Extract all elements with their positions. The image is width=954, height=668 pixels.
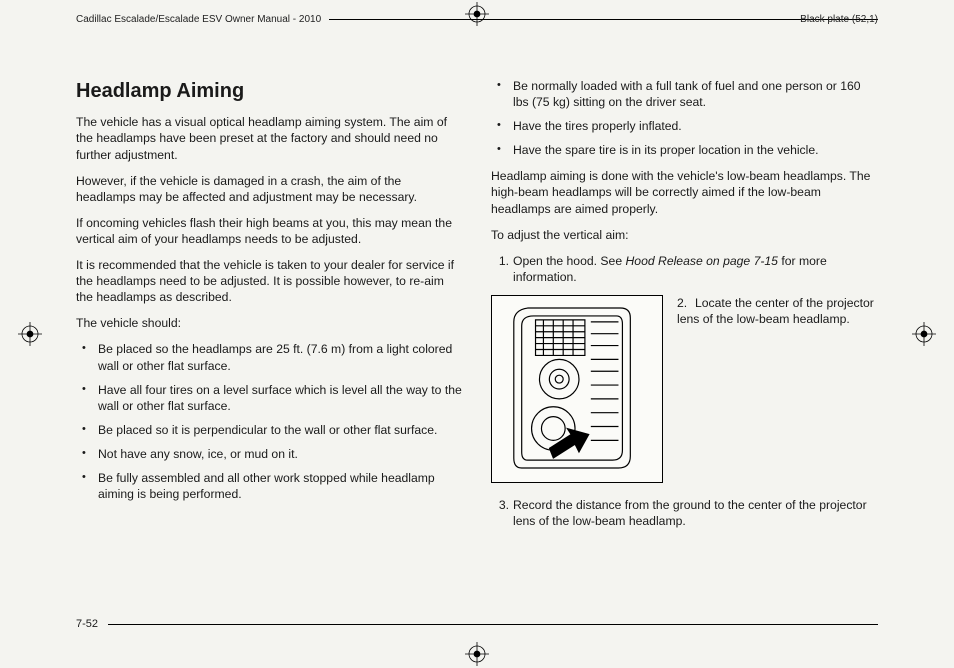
right-column: Be normally loaded with a full tank of f… bbox=[491, 78, 878, 604]
manual-title: Cadillac Escalade/Escalade ESV Owner Man… bbox=[76, 14, 321, 25]
page-body: Headlamp Aiming The vehicle has a visual… bbox=[76, 78, 878, 604]
list-item: Be fully assembled and all other work st… bbox=[98, 470, 463, 502]
step-number: 1. bbox=[491, 253, 509, 269]
section-heading: Headlamp Aiming bbox=[76, 78, 463, 104]
paragraph: Headlamp aiming is done with the vehicle… bbox=[491, 168, 878, 216]
page-header: Cadillac Escalade/Escalade ESV Owner Man… bbox=[76, 14, 878, 25]
paragraph: To adjust the vertical aim: bbox=[491, 227, 878, 243]
paragraph: The vehicle should: bbox=[76, 315, 463, 331]
figure-row: 2.Locate the center of the projector len… bbox=[491, 295, 878, 483]
paragraph: The vehicle has a visual optical headlam… bbox=[76, 114, 463, 162]
step-2-caption: 2.Locate the center of the projector len… bbox=[677, 295, 878, 327]
left-column: Headlamp Aiming The vehicle has a visual… bbox=[76, 78, 463, 604]
list-item: Be placed so the headlamps are 25 ft. (7… bbox=[98, 341, 463, 373]
crop-mark-bottom bbox=[465, 642, 489, 666]
footer-rule bbox=[108, 624, 878, 625]
requirements-list: Be placed so the headlamps are 25 ft. (7… bbox=[76, 341, 463, 502]
steps-list-cont: 3. Record the distance from the ground t… bbox=[491, 497, 878, 529]
step-text-pre: Open the hood. See bbox=[513, 254, 626, 268]
page-number: 7-52 bbox=[76, 618, 108, 630]
step-text: Locate the center of the projector lens … bbox=[677, 296, 874, 326]
step-item: 1. Open the hood. See Hood Release on pa… bbox=[513, 253, 878, 285]
list-item: Be placed so it is perpendicular to the … bbox=[98, 422, 463, 438]
paragraph: If oncoming vehicles flash their high be… bbox=[76, 215, 463, 247]
steps-list: 1. Open the hood. See Hood Release on pa… bbox=[491, 253, 878, 285]
paragraph: It is recommended that the vehicle is ta… bbox=[76, 257, 463, 305]
headlamp-diagram bbox=[491, 295, 663, 483]
step-number: 2. bbox=[677, 295, 695, 311]
step-item: 3. Record the distance from the ground t… bbox=[513, 497, 878, 529]
list-item: Be normally loaded with a full tank of f… bbox=[513, 78, 878, 110]
plate-label: Black plate (52,1) bbox=[800, 14, 878, 25]
requirements-list-cont: Be normally loaded with a full tank of f… bbox=[491, 78, 878, 158]
page-footer: 7-52 bbox=[76, 618, 878, 630]
step-number: 3. bbox=[491, 497, 509, 513]
step-text: Record the distance from the ground to t… bbox=[513, 498, 867, 528]
crop-mark-right bbox=[912, 322, 936, 346]
crop-mark-left bbox=[18, 322, 42, 346]
paragraph: However, if the vehicle is damaged in a … bbox=[76, 173, 463, 205]
list-item: Have all four tires on a level surface w… bbox=[98, 382, 463, 414]
list-item: Not have any snow, ice, or mud on it. bbox=[98, 446, 463, 462]
header-rule bbox=[329, 19, 878, 20]
cross-reference: Hood Release on page 7-15 bbox=[626, 254, 778, 268]
list-item: Have the tires properly inflated. bbox=[513, 118, 878, 134]
list-item: Have the spare tire is in its proper loc… bbox=[513, 142, 878, 158]
